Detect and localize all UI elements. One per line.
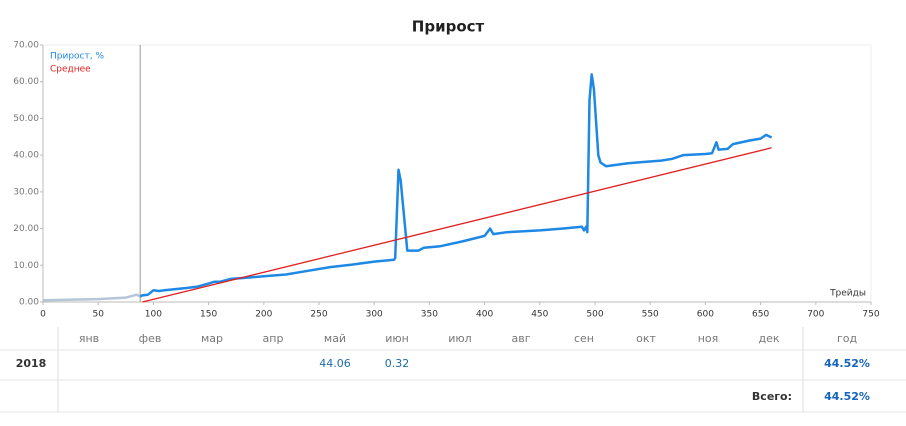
x-tick-label: 100 [145, 310, 162, 320]
x-tick-label: 0 [40, 310, 46, 320]
column-header: мар [201, 332, 223, 345]
column-header: ноя [698, 332, 719, 345]
column-header: май [324, 332, 346, 345]
y-tick-label: 70.00 [13, 41, 39, 51]
column-header: фев [139, 332, 162, 345]
line-series [139, 73, 773, 298]
column-header: окт [636, 332, 656, 345]
column-header: сен [574, 332, 594, 345]
column-header: июн [385, 332, 409, 345]
x-tick-label: 500 [586, 310, 603, 320]
cell-value: 44.52% [824, 357, 870, 370]
x-tick-label: 550 [642, 310, 659, 320]
y-tick-label: 10.00 [13, 261, 39, 271]
x-tick-label: 400 [476, 310, 493, 320]
x-tick-label: 250 [310, 310, 327, 320]
cell-value: 0.32 [385, 357, 410, 370]
line-series [142, 147, 772, 303]
y-tick-label: 50.00 [13, 114, 39, 124]
column-header: янв [79, 332, 99, 345]
y-tick-label: 30.00 [13, 187, 39, 197]
x-tick-label: 700 [807, 310, 824, 320]
column-header: авг [511, 332, 530, 345]
column-header: апр [263, 332, 284, 345]
x-tick-label: 450 [531, 310, 548, 320]
cell-value: 44.06 [319, 357, 351, 370]
x-tick-label: 650 [752, 310, 769, 320]
line-series [42, 293, 141, 302]
chart-title: Прирост [412, 18, 485, 36]
x-tick-label: 150 [200, 310, 217, 320]
column-header: июл [448, 332, 471, 345]
x-tick-label: 600 [697, 310, 714, 320]
y-tick-label: 60.00 [13, 77, 39, 87]
x-axis-label: Трейды [829, 289, 866, 299]
x-tick-label: 200 [255, 310, 272, 320]
total-label: Всего: [752, 390, 792, 403]
y-tick-label: 40.00 [13, 151, 39, 161]
x-tick-label: 750 [862, 310, 879, 320]
column-header: год [837, 332, 858, 345]
y-tick-label: 20.00 [13, 224, 39, 234]
x-tick-label: 300 [366, 310, 383, 320]
y-tick-label: 0.00 [19, 298, 39, 308]
total-value: 44.52% [824, 390, 870, 403]
x-tick-label: 50 [92, 310, 104, 320]
row-year: 2018 [16, 357, 47, 370]
legend-entry: Среднее [50, 65, 91, 75]
x-tick-label: 350 [421, 310, 438, 320]
column-header: дек [758, 332, 779, 345]
legend-entry: Прирост, % [50, 52, 104, 62]
